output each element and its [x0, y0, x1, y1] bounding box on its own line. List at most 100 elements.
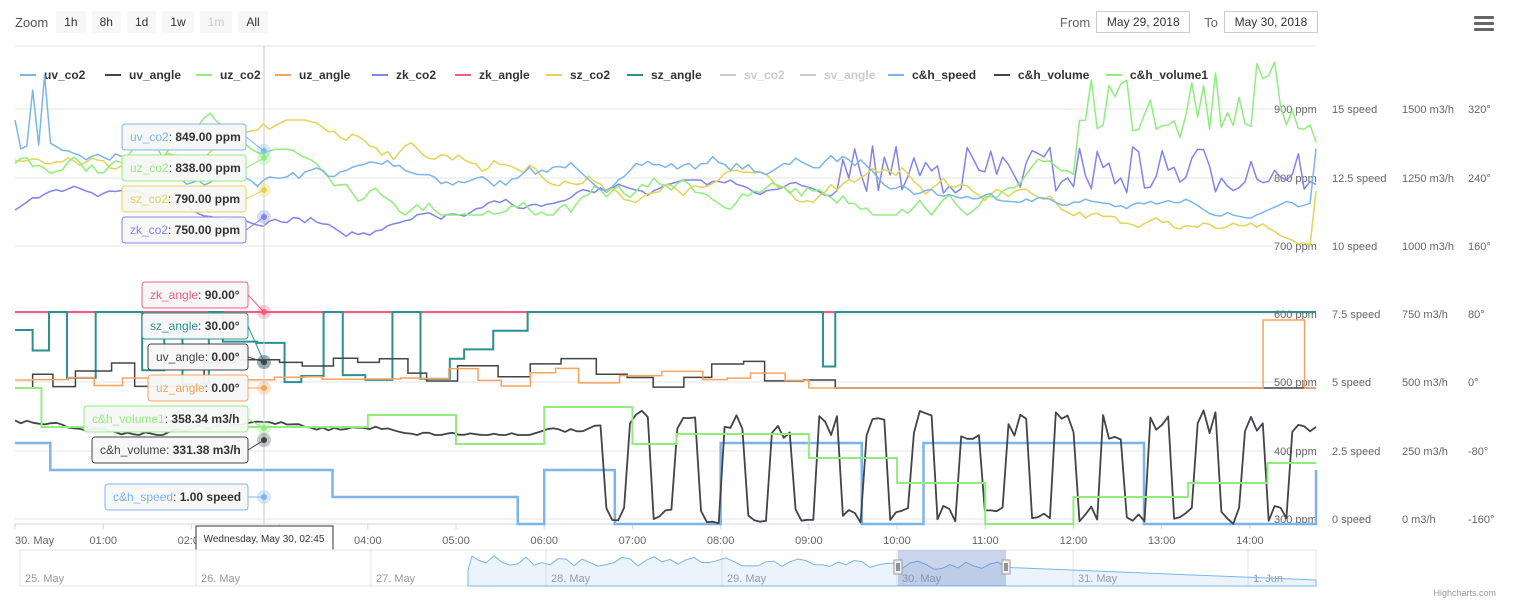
tooltip-value: 331.38 m3/h [173, 443, 241, 457]
tooltip-box [83, 405, 249, 433]
legend-label: sz_co2 [570, 68, 610, 82]
legend-label: zk_angle [479, 68, 530, 82]
to-label: To [1204, 14, 1218, 30]
series-ch-speed [15, 441, 1318, 526]
tooltip-series-label: c&h_speed [113, 490, 173, 504]
tooltip-text: zk_co2: 750.00 ppm [130, 223, 240, 237]
volume-axis-label: 1250 m3/h [1402, 173, 1454, 185]
tooltip-text: zk_angle: 90.00° [150, 288, 240, 302]
angle-axis-label: 160° [1468, 241, 1491, 253]
volume-axis-label: 1000 m3/h [1402, 241, 1454, 253]
speed-axis-label: 0 speed [1332, 514, 1371, 526]
tooltip-series-label: uv_angle [156, 350, 205, 364]
legend-label: uv_angle [129, 68, 181, 82]
volume-axis-label: 1500 m3/h [1402, 104, 1454, 116]
tooltip-connector [245, 157, 265, 169]
zoom-label: Zoom [15, 14, 49, 30]
tooltip-marker [261, 148, 267, 154]
legend-item-zk-angle[interactable]: zk_angle [455, 68, 530, 82]
tooltip-marker [261, 385, 267, 391]
to-date-input[interactable] [1224, 11, 1318, 33]
legend-item-uz-angle[interactable]: uz_angle [275, 68, 351, 82]
tooltip-connector [247, 439, 265, 451]
legend-label: sv_co2 [744, 68, 785, 82]
tooltip-separator: : [198, 319, 205, 333]
tooltip-uv-co2: uv_co2: 849.00 ppm [121, 123, 271, 158]
legend-item-uz-co2[interactable]: uz_co2 [196, 68, 261, 82]
tooltip-box [121, 123, 247, 151]
legend-item-sz-co2[interactable]: sz_co2 [546, 68, 610, 82]
angle-axis-label: 80° [1468, 309, 1485, 321]
tooltip-sz-co2: sz_co2: 790.00 ppm [121, 183, 271, 213]
tooltip-connector [245, 216, 265, 231]
legend-item-candh-volume1[interactable]: c&h_volume1 [1106, 68, 1208, 82]
tooltip-value: 30.00° [205, 319, 240, 333]
tooltip-uv-angle: uv_angle: 0.00° [147, 343, 271, 371]
legend-item-uv-co2[interactable]: uv_co2 [20, 68, 86, 82]
tooltip-box [91, 436, 249, 464]
legend-item-sz-angle[interactable]: sz_angle [627, 68, 702, 82]
tooltip-marker [261, 494, 267, 500]
tooltip-separator: : [205, 381, 212, 395]
tooltip-value: 750.00 ppm [175, 223, 240, 237]
legend-label: sv_angle [824, 68, 876, 82]
tooltip-value: 90.00° [205, 288, 240, 302]
speed-axis-label: 10 speed [1332, 241, 1377, 253]
tooltip-marker [261, 437, 267, 443]
angle-axis-label: 320° [1468, 104, 1491, 116]
zoom-all-button[interactable]: All [238, 11, 268, 33]
legend-item-candh-volume[interactable]: c&h_volume [994, 68, 1090, 82]
legend-item-sv-co2[interactable]: sv_co2 [720, 68, 785, 82]
tooltip-separator: : [166, 443, 173, 457]
zoom-1h-button[interactable]: 1h [56, 11, 86, 33]
tooltip-connector [247, 418, 265, 429]
navigator-tick-label: 27. May [376, 573, 416, 585]
zoom-8h-button[interactable]: 8h [91, 11, 121, 33]
legend-item-zk-co2[interactable]: zk_co2 [372, 68, 436, 82]
tooltip-series-label: zk_angle [150, 288, 198, 302]
legend-item-sv-angle[interactable]: sv_angle [800, 68, 876, 82]
tooltip-text: uz_co2: 838.00 ppm [130, 161, 241, 175]
tooltip-text: sz_co2: 790.00 ppm [130, 192, 240, 206]
tooltip-box [104, 483, 249, 511]
navigator-tick-label: 28. May [551, 573, 591, 585]
navigator-left-handle[interactable] [893, 559, 903, 575]
hamburger-icon[interactable] [1474, 16, 1494, 32]
tooltip-text: c&h_volume: 331.38 m3/h [100, 443, 241, 457]
tooltip-uz-co2: uz_co2: 838.00 ppm [121, 151, 271, 182]
navigator-right-handle[interactable] [1001, 559, 1011, 575]
tooltip-box [141, 312, 249, 340]
tooltip-box [121, 216, 247, 244]
navigator-tick-label: 31. May [1078, 573, 1118, 585]
date-range: From To [1060, 11, 1318, 33]
tooltip-uz-angle: uz_angle: 0.00° [147, 374, 271, 402]
x-tick-label: 09:00 [795, 535, 823, 547]
tooltip-text: sz_angle: 30.00° [150, 319, 240, 333]
tooltip-marker [261, 425, 267, 431]
crosshair-date-text: Wednesday, May 30, 02:45 [204, 534, 325, 545]
handle-body [893, 559, 903, 575]
legend-item-uv-angle[interactable]: uv_angle [105, 68, 181, 82]
tooltip-text: c&h_volume1: 358.34 m3/h [92, 412, 239, 426]
tooltip-separator: : [205, 350, 212, 364]
navigator: 25. May 26. May 27. May 28. May 29. May 30. M… [19, 549, 1317, 587]
tooltip-box [121, 154, 247, 182]
crosshair-date-box [195, 525, 334, 551]
from-date-input[interactable] [1096, 11, 1191, 33]
zoom-1d-button[interactable]: 1d [126, 11, 157, 33]
zoom-1w-button[interactable]: 1w [162, 11, 194, 33]
tooltip-connector [245, 136, 265, 152]
speed-axis-label: 2.5 speed [1332, 446, 1380, 458]
tooltip-separator: : [168, 192, 175, 206]
tooltip-separator: : [169, 161, 176, 175]
navigator-frame [19, 549, 1317, 587]
series-ch-volume1 [15, 387, 1316, 525]
volume-axis-label: 750 m3/h [1402, 309, 1448, 321]
navigator-tick-label: 30. May [902, 573, 942, 585]
from-label: From [1059, 14, 1091, 30]
navigator-selection[interactable] [898, 550, 1006, 586]
legend-item-candh-speed[interactable]: c&h_speed [888, 68, 976, 82]
volume-axis-label: 250 m3/h [1402, 446, 1448, 458]
angle-axis-label: -160° [1468, 514, 1494, 526]
